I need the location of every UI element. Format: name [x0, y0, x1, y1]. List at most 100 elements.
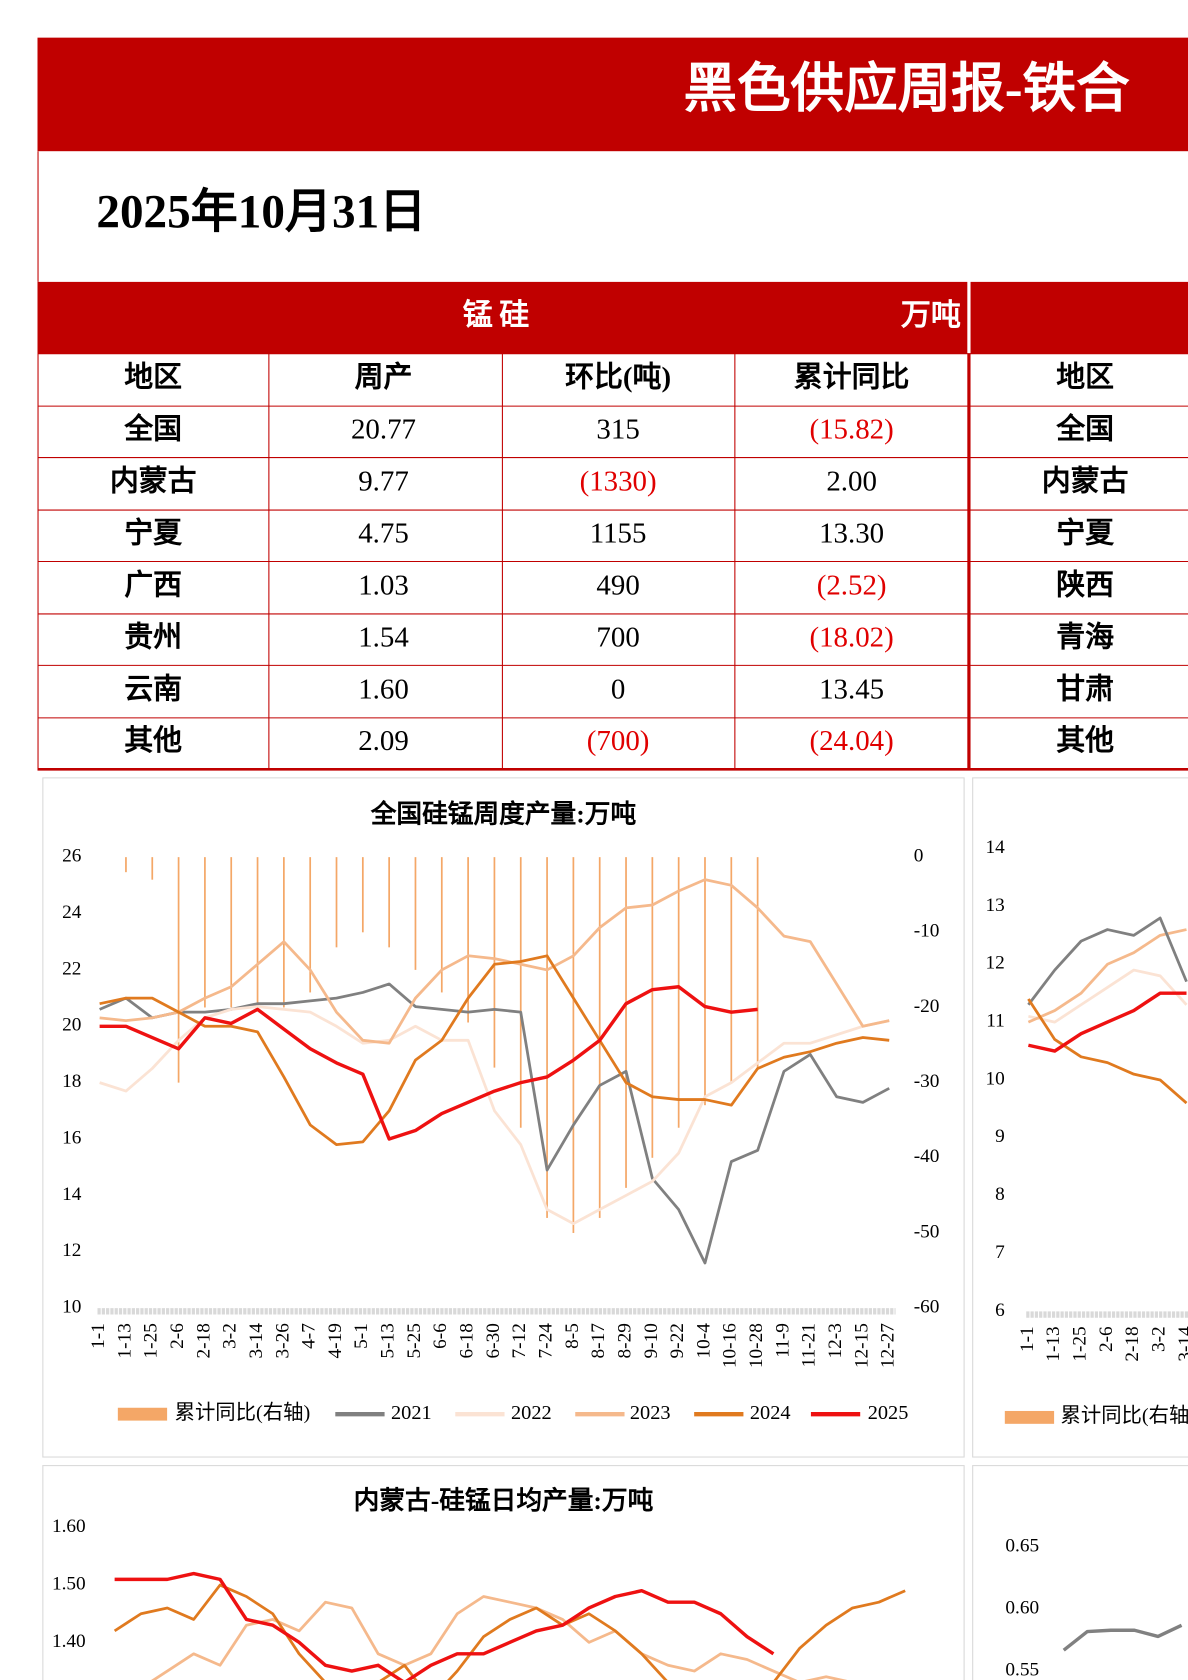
- chart-panel: [42, 777, 965, 1458]
- legend-label: 2022: [511, 1402, 552, 1424]
- line-series: [99, 985, 758, 1141]
- bar: [572, 857, 575, 1233]
- x-tick-label: 1-1: [88, 1323, 109, 1349]
- column-header: 地区: [124, 362, 182, 394]
- chart-title: 全国硅锰周度产量:万吨: [370, 798, 637, 828]
- row-label: 宁夏: [124, 516, 183, 549]
- y-tick-label: 1.50: [52, 1573, 86, 1594]
- bar: [414, 857, 417, 970]
- row-label: 其他: [124, 725, 182, 757]
- row-label: 陕西: [1056, 569, 1114, 601]
- bar: [651, 857, 654, 1158]
- bar: [677, 857, 680, 1128]
- row-label: 内蒙古: [1042, 465, 1129, 497]
- x-tick-label: 8-5: [562, 1323, 583, 1349]
- y-tick-label: 1.40: [52, 1631, 86, 1652]
- x-tick-label: 8-29: [614, 1323, 635, 1358]
- row-label: 甘肃: [1056, 673, 1114, 705]
- table-cell: 1155: [590, 517, 647, 549]
- column-header: 累计同比: [794, 362, 910, 394]
- report-date: 2025年10月31日: [96, 186, 426, 238]
- table-cell: 2.09: [358, 725, 409, 757]
- legend-label: 累计同比(右轴): [175, 1401, 311, 1424]
- legend-swatch: [117, 1407, 168, 1421]
- y-tick-label: 10: [986, 1068, 1005, 1089]
- bar: [204, 857, 206, 1008]
- bar: [283, 857, 285, 1008]
- table-cell: 2.00: [826, 465, 877, 497]
- y-tick-label: 8: [995, 1184, 1005, 1205]
- y-tick-label: 11: [986, 1011, 1005, 1032]
- table-cell: 13.45: [819, 673, 884, 705]
- line-series: [99, 878, 890, 1045]
- table-cell: 1.03: [358, 569, 409, 601]
- chart-panel: [972, 777, 1188, 1458]
- y-tick-label: 16: [62, 1127, 82, 1148]
- x-tick-label: 1-1: [1017, 1326, 1038, 1352]
- column-header: 地区: [1056, 362, 1114, 394]
- x-tick-label: 6-6: [430, 1323, 451, 1349]
- table-cell: 9.77: [358, 465, 409, 497]
- row-label: 贵州: [124, 621, 182, 653]
- y-tick-label: 18: [62, 1071, 81, 1092]
- row-label: 全国: [123, 412, 182, 445]
- row-label: 内蒙古: [110, 465, 197, 497]
- bar: [493, 857, 496, 1068]
- x-tick-label: 3-14: [1175, 1326, 1188, 1362]
- bar: [625, 857, 627, 1188]
- y-tick-label: 1.60: [52, 1516, 86, 1537]
- table-cell: (18.02): [809, 621, 893, 653]
- line-series: [99, 954, 890, 1147]
- x-tick-label: 12-15: [851, 1323, 872, 1368]
- x-tick-label: 1-25: [1070, 1326, 1091, 1361]
- line-series: [114, 1571, 775, 1680]
- line-series: [1028, 991, 1187, 1053]
- chart-panel: [972, 1465, 1188, 1680]
- table-cell: (2.52): [817, 569, 887, 601]
- line-series: [1027, 998, 1188, 1105]
- y-tick-label: 13: [986, 895, 1005, 916]
- row-label: 宁夏: [1056, 516, 1115, 549]
- table-header-bar: [970, 281, 1188, 354]
- bar: [730, 857, 733, 1083]
- x-tick-label: 2-18: [193, 1323, 214, 1358]
- x-tick-label: 8-17: [588, 1323, 609, 1359]
- y-tick-label: 0.55: [1005, 1660, 1039, 1680]
- header-bar: [37, 37, 1188, 152]
- line-series: [151, 1595, 848, 1680]
- table-cell: 1.60: [358, 673, 409, 705]
- legend-label: 2021: [391, 1402, 432, 1424]
- bar: [756, 857, 759, 1068]
- y2-tick-label: -20: [914, 996, 940, 1017]
- x-tick-label: 10-16: [720, 1323, 741, 1368]
- column-header: 环比(吨): [565, 362, 671, 394]
- y-tick-label: 0.60: [1005, 1598, 1039, 1619]
- y-tick-label: 24: [62, 902, 82, 923]
- x-tick-label: 3-14: [246, 1323, 267, 1359]
- x-tick-label: 9-10: [641, 1323, 662, 1358]
- bar: [546, 857, 548, 1218]
- y-tick-label: 14: [62, 1184, 82, 1205]
- x-tick-label: 3-2: [220, 1323, 241, 1349]
- x-tick-label: 1-13: [1043, 1326, 1064, 1361]
- x-tick-label: 7-24: [535, 1323, 556, 1359]
- row-label: 青海: [1056, 621, 1114, 653]
- row-label: 云南: [124, 673, 182, 705]
- table-cell: (1330): [580, 465, 657, 497]
- line-series: [1062, 1623, 1183, 1652]
- x-tick-label: 12-3: [825, 1323, 846, 1358]
- report-title: 黑色供应周报-铁合: [683, 59, 1130, 119]
- chart-title: 内蒙古-硅锰日均产量:万吨: [354, 1486, 654, 1515]
- x-tick-label: 2-6: [1096, 1326, 1117, 1352]
- legend-label: 2024: [750, 1402, 791, 1424]
- bar: [440, 857, 443, 993]
- y-tick-label: 20: [62, 1015, 81, 1036]
- x-tick-label: 9-22: [667, 1323, 688, 1358]
- x-tick-label: 2-6: [167, 1323, 188, 1349]
- line-series: [1027, 928, 1187, 1024]
- y2-tick-label: -60: [914, 1297, 940, 1318]
- x-tick-label: 10-4: [693, 1323, 714, 1359]
- bar: [256, 857, 259, 1008]
- line-series: [1027, 916, 1188, 1006]
